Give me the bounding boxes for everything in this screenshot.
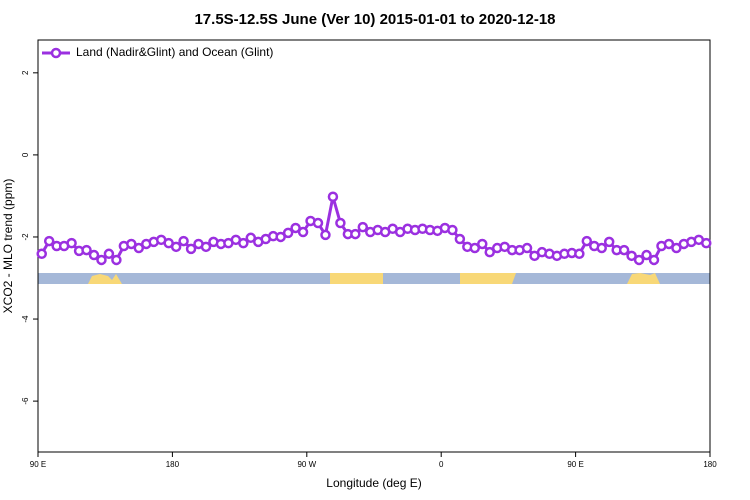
- point: [521, 242, 533, 254]
- y-tick-label: 0: [21, 152, 30, 157]
- point: [185, 243, 197, 255]
- point: [290, 222, 301, 234]
- y-tick-label: -2: [21, 233, 30, 241]
- point: [603, 236, 615, 248]
- point: [641, 249, 652, 261]
- point: [701, 237, 712, 249]
- point: [477, 238, 488, 250]
- point: [178, 235, 189, 247]
- point: [170, 241, 182, 253]
- point: [245, 232, 257, 244]
- x-tick-label: 90 E: [567, 460, 583, 469]
- x-tick-label: 180: [166, 460, 180, 469]
- x-axis-label: Longitude (deg E): [326, 476, 421, 490]
- point: [454, 233, 466, 245]
- point: [126, 238, 137, 250]
- point: [350, 228, 361, 240]
- x-tick-label: 180: [703, 460, 717, 469]
- point: [484, 246, 495, 258]
- point: [596, 242, 607, 254]
- y-axis-label: XCO2 - MLO trend (ppm): [1, 179, 15, 314]
- point: [238, 237, 249, 249]
- point: [671, 242, 682, 254]
- point: [581, 235, 593, 247]
- x-tick-label: 0: [439, 460, 444, 469]
- point: [663, 238, 675, 250]
- land: [627, 273, 660, 284]
- point: [81, 244, 92, 256]
- point: [36, 248, 47, 260]
- land: [88, 274, 122, 284]
- point: [648, 254, 660, 266]
- point: [96, 254, 107, 266]
- point: [200, 241, 212, 253]
- land: [330, 273, 383, 284]
- point: [88, 249, 100, 261]
- land-ocean-strip: [38, 273, 710, 284]
- point: [43, 235, 55, 247]
- point: [626, 250, 637, 262]
- point: [335, 217, 346, 229]
- legend-label: Land (Nadir&Glint) and Ocean (Glint): [76, 45, 273, 59]
- point: [111, 254, 122, 266]
- x-tick-label: 90 W: [297, 460, 316, 469]
- point: [275, 231, 286, 243]
- point: [618, 244, 630, 256]
- point: [447, 224, 458, 236]
- land: [460, 273, 516, 284]
- legend-marker: [50, 47, 62, 59]
- point: [66, 237, 77, 249]
- point: [320, 229, 331, 241]
- point: [574, 248, 585, 260]
- point: [357, 221, 369, 233]
- point: [297, 226, 309, 238]
- y-tick-label: -6: [21, 397, 30, 405]
- point: [133, 242, 145, 254]
- point: [312, 217, 324, 229]
- point: [633, 254, 645, 266]
- y-tick-label: -4: [21, 315, 30, 323]
- x-tick-label: 90 E: [30, 460, 46, 469]
- chart-title: 17.5S-12.5S June (Ver 10) 2015-01-01 to …: [194, 11, 555, 28]
- point: [282, 227, 294, 239]
- point: [469, 242, 481, 254]
- y-tick-label: 2: [21, 70, 30, 75]
- point: [103, 248, 115, 260]
- point: [327, 191, 339, 203]
